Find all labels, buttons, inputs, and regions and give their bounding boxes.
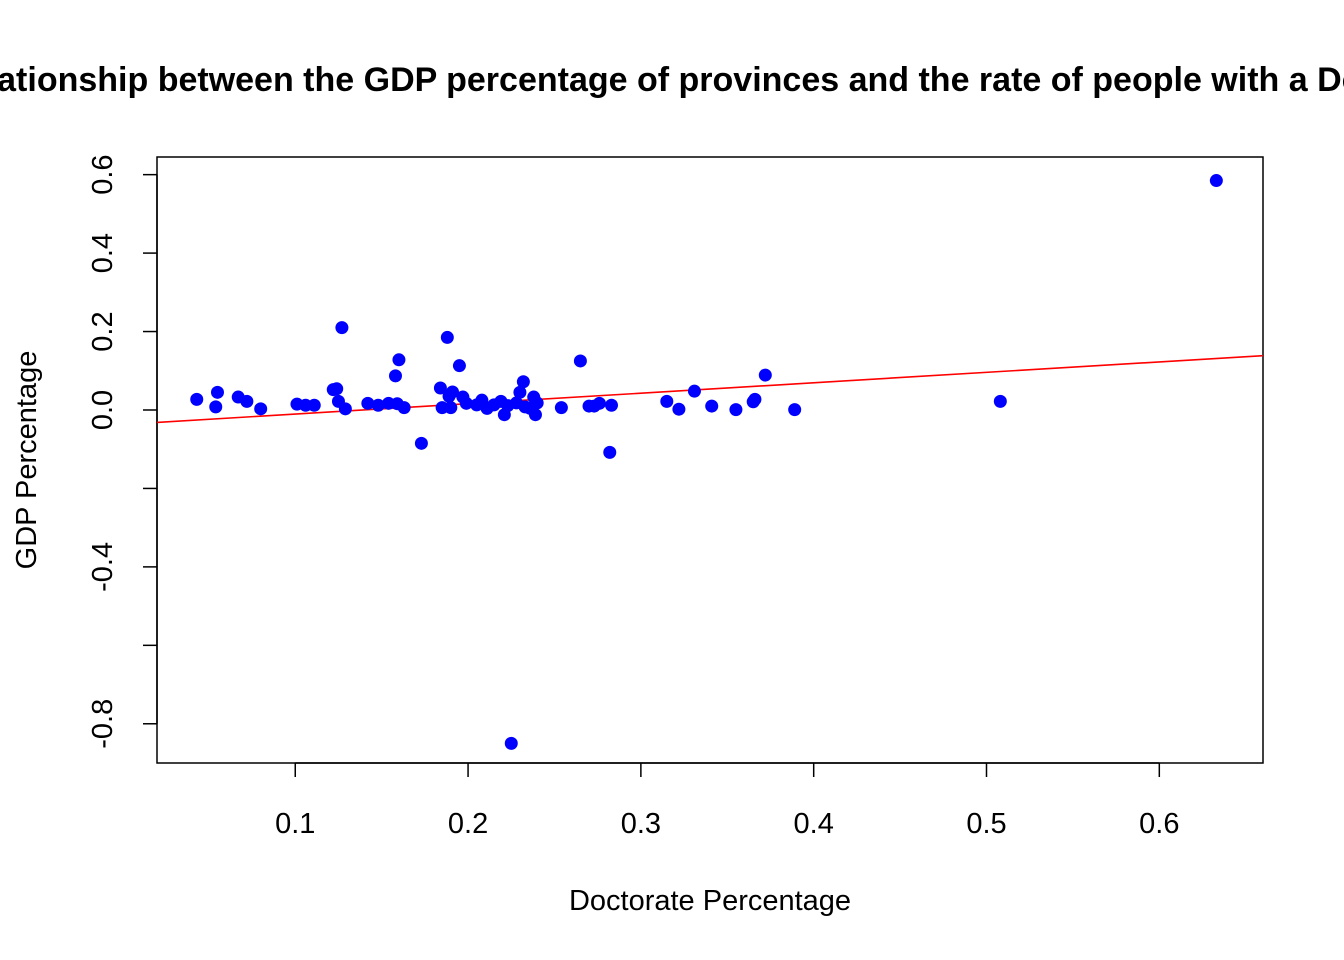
data-point [672,402,686,416]
data-point [513,385,527,399]
data-point [554,401,568,415]
data-point [687,384,701,398]
data-point [371,398,385,412]
data-point [592,396,606,410]
data-point [433,381,447,395]
data-point [603,445,617,459]
data-point [361,396,375,410]
data-point [190,392,204,406]
data-point [307,398,321,412]
data-point [604,398,618,412]
y-tick-label: 0.2 [87,311,119,351]
plot-frame [156,156,1264,764]
data-point [459,396,473,410]
data-point [530,396,544,410]
data-point [660,394,674,408]
data-point [573,354,587,368]
x-tick-label: 0.5 [966,808,1006,840]
data-point [504,736,518,750]
data-point [254,402,268,416]
y-axis-label: GDP Percentage [11,351,43,570]
data-point [516,375,530,389]
data-point [748,392,762,406]
data-point [330,382,344,396]
trend-line [156,354,1264,424]
x-tick-label: 0.6 [1139,808,1179,840]
y-tick-label: -0.8 [87,699,119,749]
data-point [440,330,454,344]
data-point [210,385,224,399]
data-point [444,401,458,415]
x-axis-label: Doctorate Percentage [569,885,851,917]
data-point [335,321,349,335]
x-tick-label: 0.2 [448,808,488,840]
data-point [388,369,402,383]
y-tick-label: 0.4 [87,233,119,273]
y-tick-label: 0.0 [87,390,119,430]
chart-title: Relationship between the GDP percentage … [0,61,1344,99]
y-tick-label: 0.6 [87,154,119,194]
data-point [209,400,223,414]
data-point [397,401,411,415]
x-tick-label: 0.1 [275,808,315,840]
data-point [788,403,802,417]
x-tick-label: 0.4 [794,808,834,840]
data-point [705,399,719,413]
data-point [1209,174,1223,188]
data-point [528,408,542,422]
data-point [446,385,460,399]
data-point [452,359,466,373]
data-point [240,394,254,408]
data-point [758,368,772,382]
data-point [414,436,428,450]
y-tick-label: -0.4 [87,542,119,592]
data-point [993,394,1007,408]
data-point [338,402,352,416]
data-point [729,403,743,417]
x-tick-label: 0.3 [621,808,661,840]
data-point [392,353,406,367]
